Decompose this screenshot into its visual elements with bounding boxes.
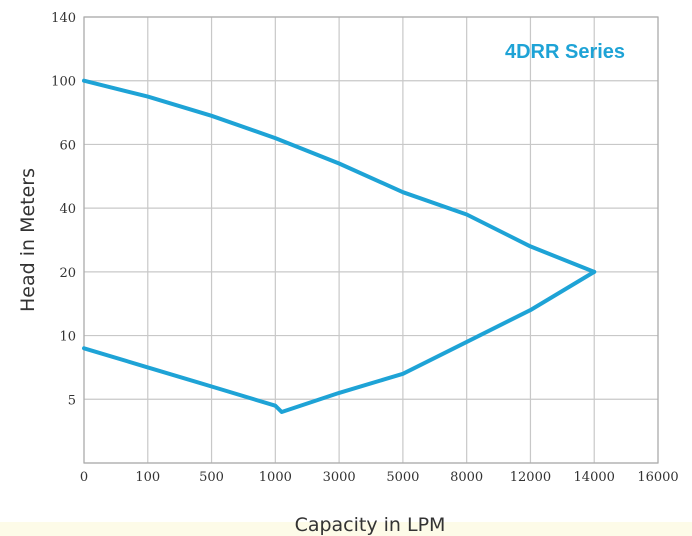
- bottom-band: [0, 522, 692, 536]
- y-tick-label: 40: [59, 202, 76, 217]
- x-axis-title: Capacity in LPM: [295, 514, 446, 536]
- y-tick-label: 10: [59, 330, 76, 345]
- x-tick-label: 1000: [259, 470, 292, 485]
- y-tick-label: 100: [51, 75, 76, 90]
- plot-frame: [83, 16, 659, 464]
- y-axis-title: Head in Meters: [17, 168, 39, 312]
- y-tick-label: 140: [51, 11, 76, 26]
- x-tick-label: 16000: [637, 470, 678, 485]
- y-tick-label: 20: [59, 266, 76, 281]
- x-tick-label: 14000: [574, 470, 615, 485]
- series-line-1: [82, 78, 597, 274]
- series-layer: [82, 78, 597, 414]
- x-tick-label: 100: [135, 470, 160, 485]
- chart-title: 4DRR Series: [505, 41, 625, 63]
- x-tick-label: 0: [80, 470, 88, 485]
- x-axis-ticks: 0 100 500 1000 3000 5000 8000 12000 14000 16000: [80, 470, 679, 485]
- x-tick-label: 12000: [510, 470, 551, 485]
- x-tick-label: 3000: [323, 470, 356, 485]
- y-tick-label: 5: [68, 393, 76, 408]
- y-tick-label: 60: [59, 138, 76, 153]
- y-axis-ticks: 5 10 20 40 60 100 140: [51, 11, 76, 408]
- x-tick-label: 500: [199, 470, 224, 485]
- x-tick-label: 5000: [386, 470, 419, 485]
- grid: [83, 16, 659, 464]
- series-line-2: [82, 269, 597, 414]
- x-tick-label: 8000: [450, 470, 483, 485]
